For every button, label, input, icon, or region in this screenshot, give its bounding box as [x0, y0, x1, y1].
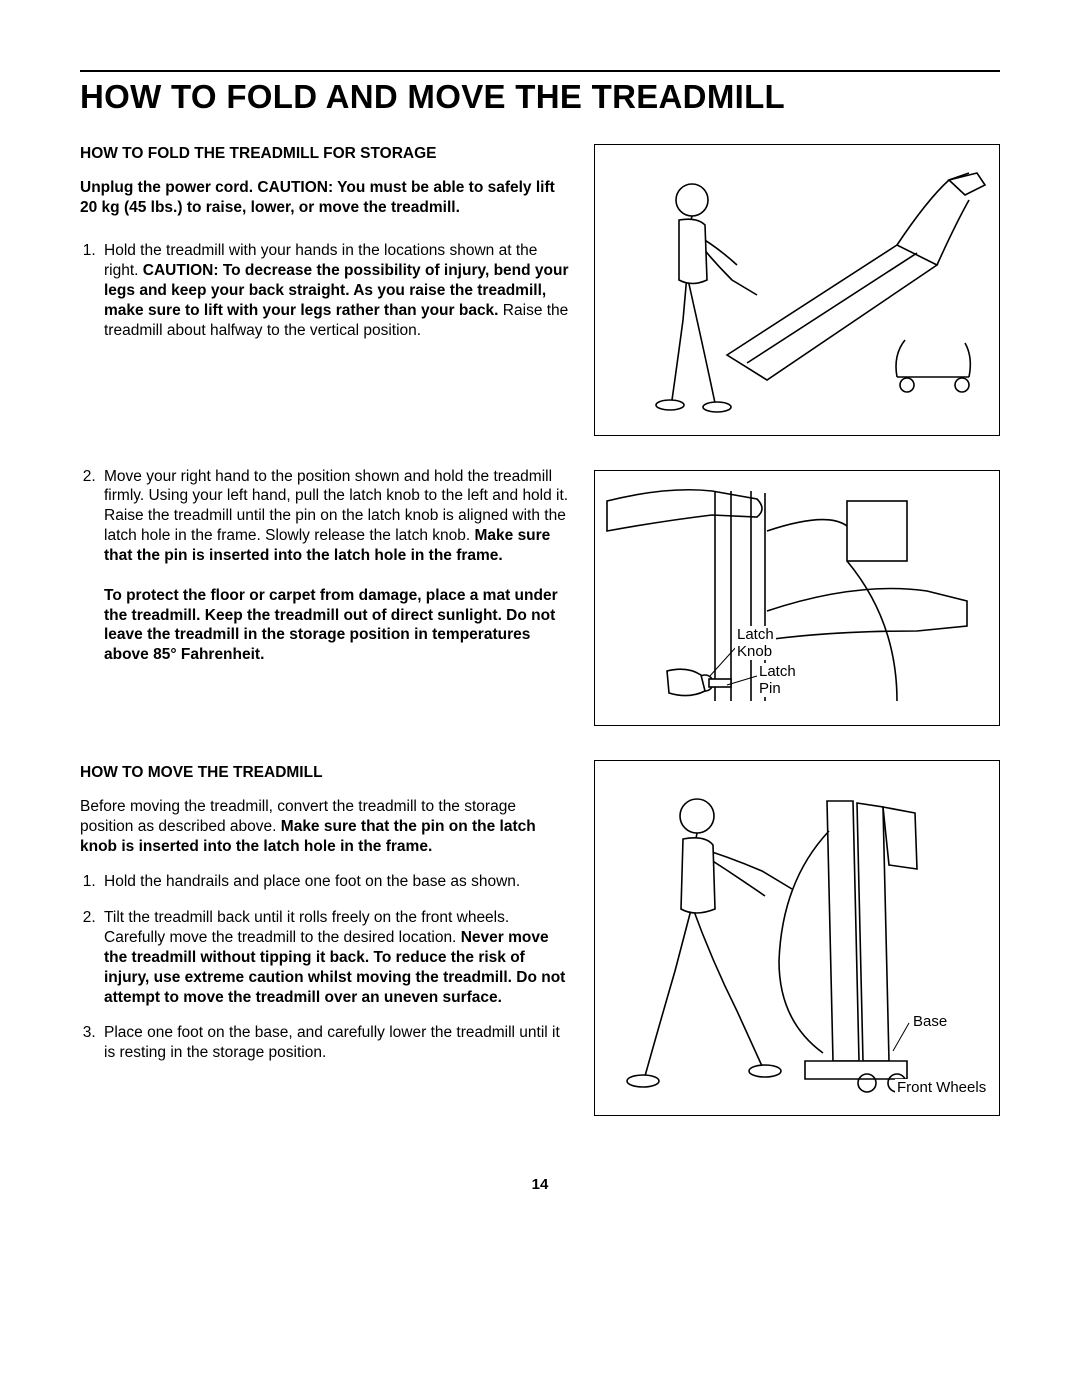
figure-fold-lift	[594, 144, 1000, 436]
figure-latch: Latch Knob Latch Pin	[594, 470, 1000, 726]
fold-heading: HOW TO FOLD THE TREADMILL FOR STORAGE	[80, 144, 570, 164]
fold-steps: Hold the treadmill with your hands in th…	[80, 241, 570, 340]
top-rule	[80, 70, 1000, 72]
label-latch-pin: Latch Pin	[757, 663, 798, 697]
move-intro: Before moving the treadmill, convert the…	[80, 797, 570, 856]
page-title: HOW TO FOLD AND MOVE THE TREADMILL	[80, 78, 1000, 116]
move-step-1: Hold the handrails and place one foot on…	[100, 872, 570, 892]
fold-steps-2: Move your right hand to the position sho…	[80, 467, 570, 665]
move-heading: HOW TO MOVE THE TREADMILL	[80, 763, 570, 783]
fold-intro: Unplug the power cord. CAUTION: You must…	[80, 178, 570, 218]
figure-column: Latch Knob Latch Pin	[594, 144, 1000, 1116]
move-steps: Hold the handrails and place one foot on…	[80, 872, 570, 1063]
move-step-2: Tilt the treadmill back until it rolls f…	[100, 908, 570, 1007]
label-front-wheels: Front Wheels	[895, 1079, 988, 1096]
figure-move-svg	[595, 761, 999, 1115]
move-step2-pre: Tilt the treadmill back until it rolls f…	[104, 909, 509, 946]
page-number: 14	[80, 1176, 1000, 1193]
figure-move: Base Front Wheels	[594, 760, 1000, 1116]
move-step-3: Place one foot on the base, and carefull…	[100, 1023, 570, 1063]
fold-step2-note: To protect the floor or carpet from dama…	[104, 586, 570, 665]
fold-step-1: Hold the treadmill with your hands in th…	[100, 241, 570, 340]
label-latch-knob: Latch Knob	[735, 626, 776, 660]
fold-step-2: Move your right hand to the position sho…	[100, 467, 570, 665]
two-column-layout: HOW TO FOLD THE TREADMILL FOR STORAGE Un…	[80, 144, 1000, 1116]
label-base: Base	[911, 1013, 949, 1030]
figure-fold-lift-svg	[595, 145, 999, 435]
text-column: HOW TO FOLD THE TREADMILL FOR STORAGE Un…	[80, 144, 570, 1116]
